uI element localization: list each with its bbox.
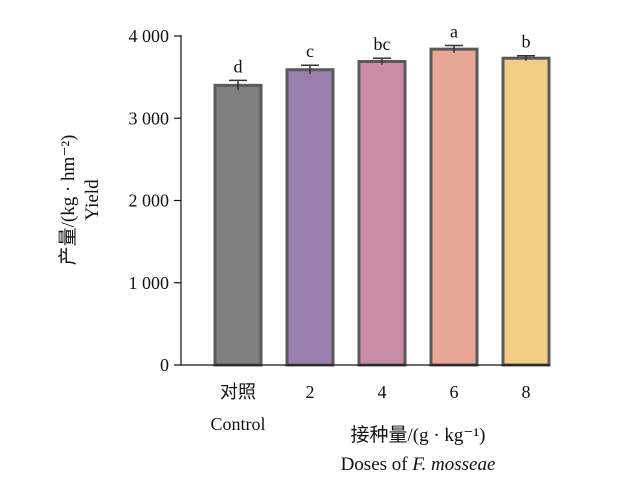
- y-tick-label-1: 1 000: [129, 273, 170, 293]
- significance-label-1: c: [306, 41, 314, 61]
- labels-layer: d c bc a b 0 1 000 2 000 3 000 4 000 对照 Control 2 4 6 8…: [57, 21, 531, 475]
- y-tick-label-2: 2 000: [129, 191, 170, 211]
- x-tick-label-3: 6: [450, 382, 459, 402]
- y-tick-label-4: 4 000: [129, 26, 170, 46]
- y-axis-title-cn: 产量/(kg · hm⁻²): [57, 135, 79, 266]
- bar-3: [429, 47, 479, 367]
- significance-label-4: b: [522, 32, 531, 52]
- bar-0: [213, 83, 263, 367]
- x-tick-label-4: 8: [522, 382, 531, 402]
- x-axis-title-en: Doses of F. mosseae: [341, 454, 496, 475]
- x-axis-title-cn: 接种量/(g · kg⁻¹): [351, 424, 486, 446]
- y-tick-label-0: 0: [160, 355, 169, 375]
- x-tick-label-2: 4: [378, 382, 387, 402]
- y-axis-title-en: Yield: [82, 179, 103, 221]
- significance-label-0: d: [234, 56, 243, 76]
- x-tick-label-1: 2: [306, 382, 315, 402]
- significance-label-2: bc: [374, 34, 391, 54]
- bars-layer: [213, 44, 551, 367]
- y-tick-label-3: 3 000: [129, 108, 170, 128]
- bar-2: [357, 59, 407, 367]
- significance-label-3: a: [450, 21, 458, 41]
- x-tick-sublabel-0: Control: [210, 414, 265, 434]
- bar-4: [501, 56, 551, 367]
- x-tick-label-0: 对照: [220, 382, 256, 402]
- x-axis-title-en-prefix: Doses of: [341, 454, 413, 475]
- bar-1: [285, 68, 335, 367]
- x-axis-title-en-species: F. mosseae: [411, 454, 495, 475]
- axes-layer: [174, 35, 550, 366]
